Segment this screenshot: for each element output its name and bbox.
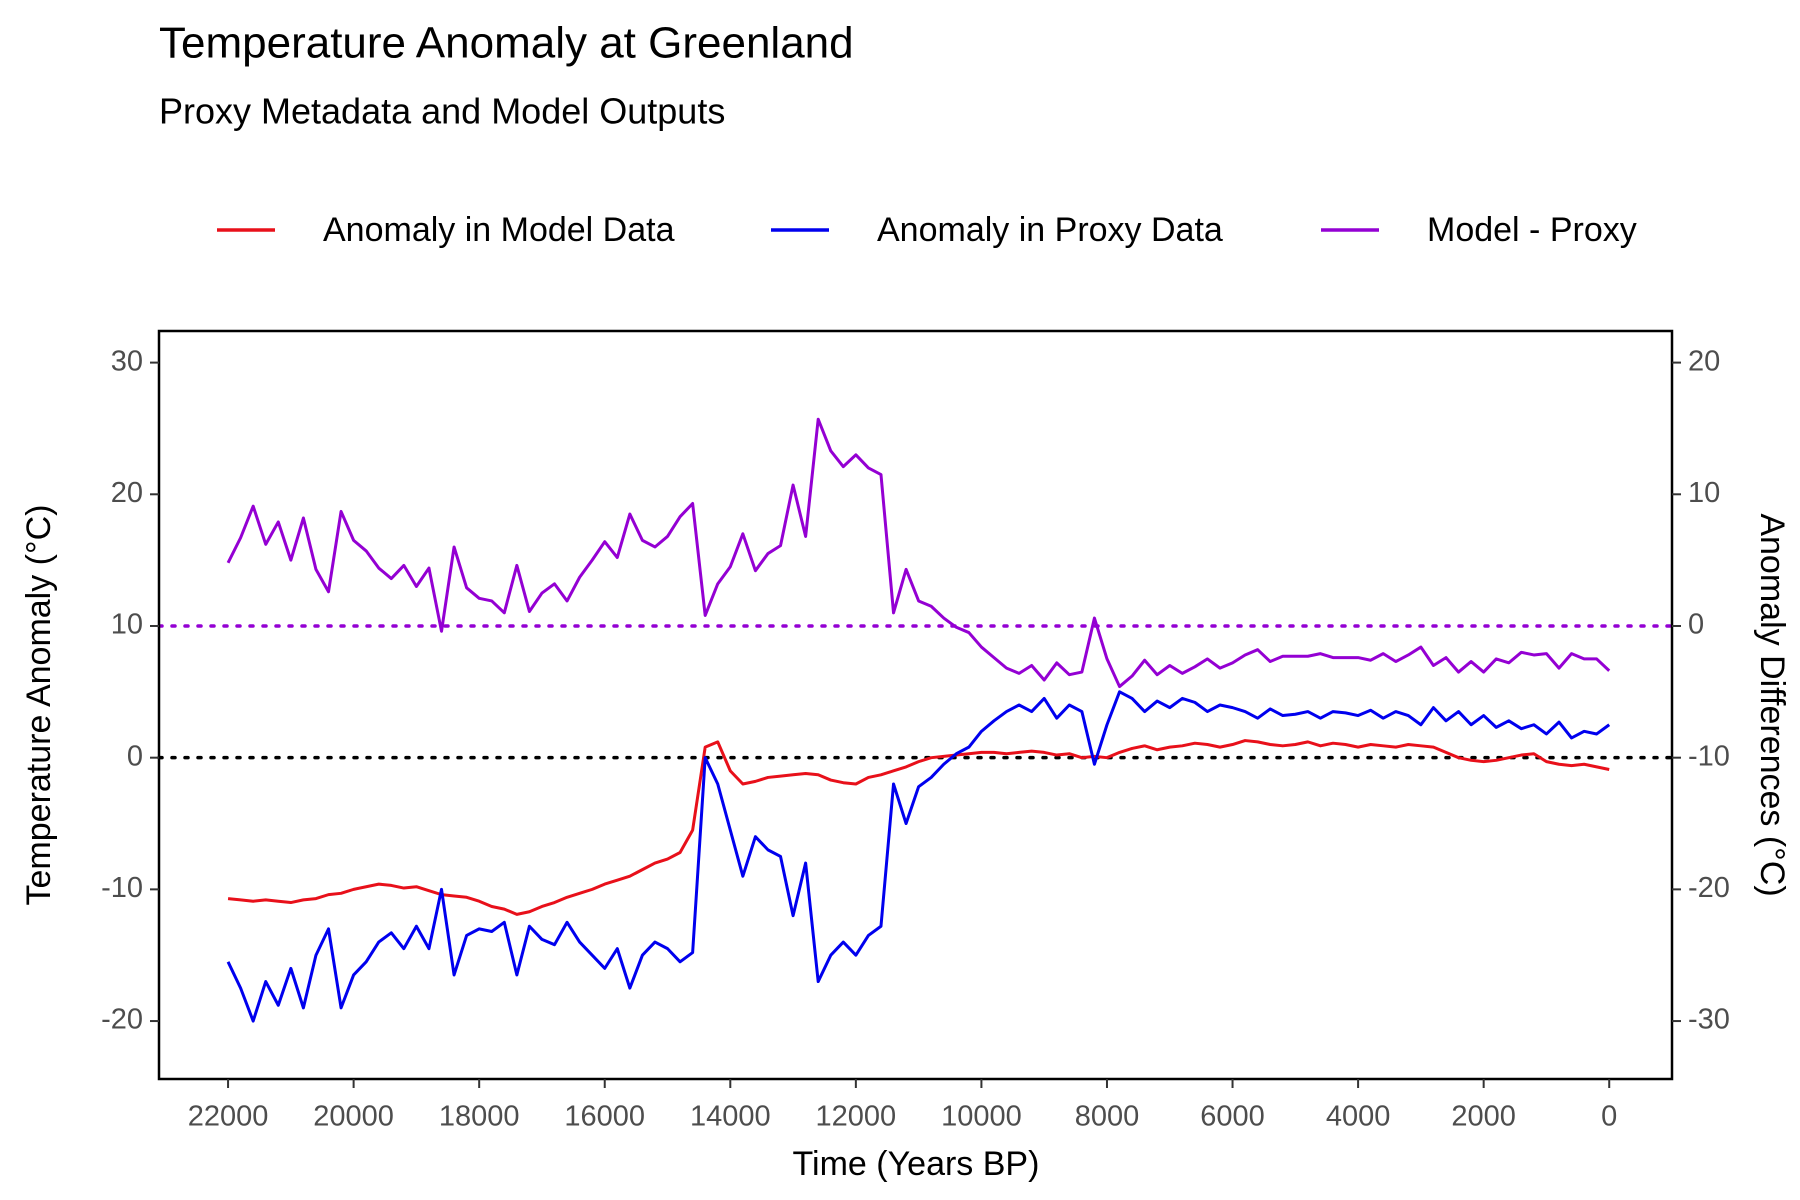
chart-title: Temperature Anomaly at Greenland xyxy=(159,19,854,68)
y2-tick-label: -20 xyxy=(1688,872,1730,904)
data-line xyxy=(226,690,1611,1023)
y-tick-label: 0 xyxy=(127,740,143,772)
x-tick-label: 8000 xyxy=(1075,1101,1140,1133)
x-tick-label: 22000 xyxy=(188,1101,269,1133)
y-tick-label: -10 xyxy=(101,872,143,904)
y2-axis-title: Anomaly Differences (°C) xyxy=(1753,513,1791,896)
y2-tick-label: 20 xyxy=(1688,345,1720,377)
x-tick-label: 18000 xyxy=(439,1101,520,1133)
x-tick-label: 16000 xyxy=(564,1101,645,1133)
x-tick-label: 4000 xyxy=(1326,1101,1391,1133)
y-tick-label: -20 xyxy=(101,1004,143,1036)
legend-label: Anomaly in Proxy Data xyxy=(877,211,1223,249)
data-line xyxy=(227,739,1610,916)
y2-tick-label: 10 xyxy=(1688,477,1720,509)
y-axis-title: Temperature Anomaly (°C) xyxy=(20,505,58,906)
y2-tick-label: 0 xyxy=(1688,609,1704,641)
x-tick-label: 10000 xyxy=(941,1101,1022,1133)
x-tick-label: 20000 xyxy=(313,1101,394,1133)
y-tick-label: 10 xyxy=(111,609,143,641)
x-tick-label: 6000 xyxy=(1200,1101,1265,1133)
x-tick-label: 2000 xyxy=(1451,1101,1516,1133)
legend-label: Model - Proxy xyxy=(1427,211,1637,249)
legend-label: Anomaly in Model Data xyxy=(323,211,675,249)
chart-subtitle: Proxy Metadata and Model Outputs xyxy=(159,91,725,132)
plot-frame xyxy=(157,329,1674,1081)
x-tick-label: 0 xyxy=(1601,1101,1617,1133)
x-tick-label: 12000 xyxy=(816,1101,897,1133)
x-axis-title: Time (Years BP) xyxy=(793,1145,1040,1183)
x-tick-label: 14000 xyxy=(690,1101,771,1133)
y-tick-label: 30 xyxy=(111,345,143,377)
y2-tick-label: -30 xyxy=(1688,1004,1730,1036)
y2-tick-label: -10 xyxy=(1688,740,1730,772)
data-line xyxy=(226,417,1611,689)
y-tick-label: 20 xyxy=(111,477,143,509)
